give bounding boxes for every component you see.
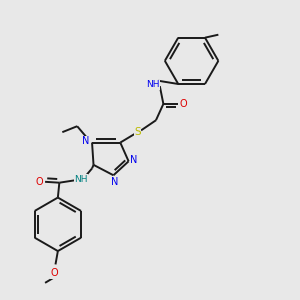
Text: S: S	[134, 127, 141, 137]
Text: N: N	[111, 177, 118, 187]
Text: O: O	[179, 99, 187, 109]
Text: N: N	[130, 155, 138, 165]
Text: NH: NH	[146, 80, 160, 89]
Text: N: N	[82, 136, 89, 146]
Text: O: O	[50, 268, 58, 278]
Text: NH: NH	[74, 175, 88, 184]
Text: O: O	[36, 177, 44, 187]
